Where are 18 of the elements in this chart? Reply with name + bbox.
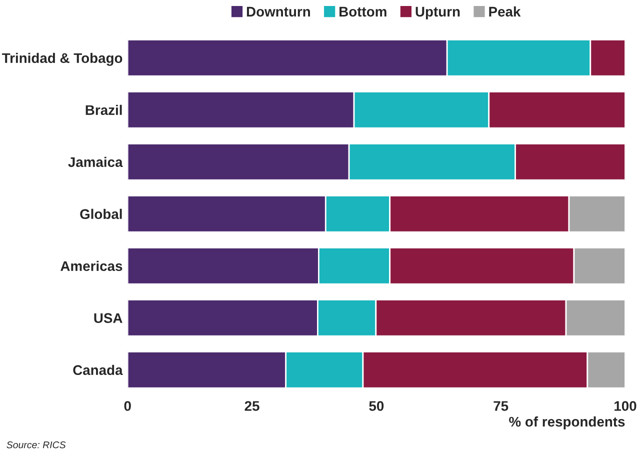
- y-tick-label: Canada: [73, 364, 123, 376]
- legend-label: Downturn: [246, 6, 310, 17]
- x-tick-label: 100: [614, 401, 636, 411]
- x-tick-label: 75: [494, 401, 508, 411]
- legend-label: Bottom: [340, 6, 386, 17]
- y-tick-label: Trinidad & Tobago: [2, 52, 122, 66]
- x-axis-title: % of respondents: [509, 416, 625, 430]
- y-tick-label: Global: [80, 208, 122, 220]
- x-tick-label: 50: [369, 401, 384, 411]
- x-tick-label: 0: [124, 401, 131, 411]
- y-tick-label: USA: [94, 313, 122, 324]
- y-tick-label: Brazil: [86, 104, 122, 116]
- x-tick-label: 25: [244, 401, 260, 411]
- y-tick-label: Jamaica: [68, 156, 123, 168]
- legend-label: Peak: [489, 6, 521, 17]
- y-tick-label: Americas: [60, 260, 122, 272]
- source-note: Source: RICS: [6, 441, 66, 448]
- legend-label: Upturn: [416, 6, 460, 20]
